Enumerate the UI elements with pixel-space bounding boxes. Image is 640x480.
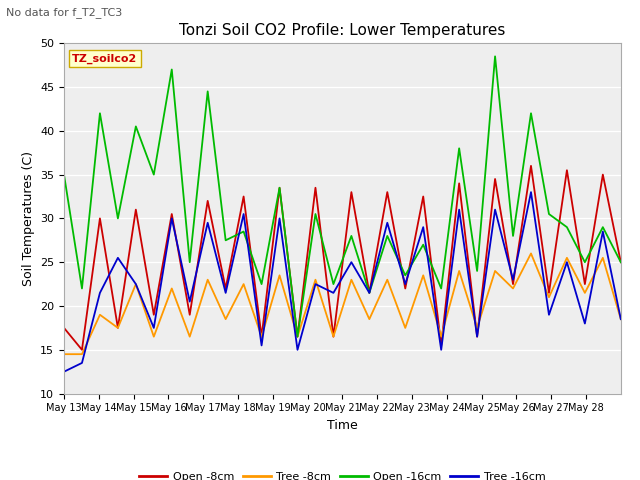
X-axis label: Time: Time <box>327 419 358 432</box>
Text: TZ_soilco2: TZ_soilco2 <box>72 54 138 64</box>
Title: Tonzi Soil CO2 Profile: Lower Temperatures: Tonzi Soil CO2 Profile: Lower Temperatur… <box>179 23 506 38</box>
Text: No data for f_T2_TC3: No data for f_T2_TC3 <box>6 7 123 18</box>
Legend: Open -8cm, Tree -8cm, Open -16cm, Tree -16cm: Open -8cm, Tree -8cm, Open -16cm, Tree -… <box>135 467 550 480</box>
Y-axis label: Soil Temperatures (C): Soil Temperatures (C) <box>22 151 35 286</box>
